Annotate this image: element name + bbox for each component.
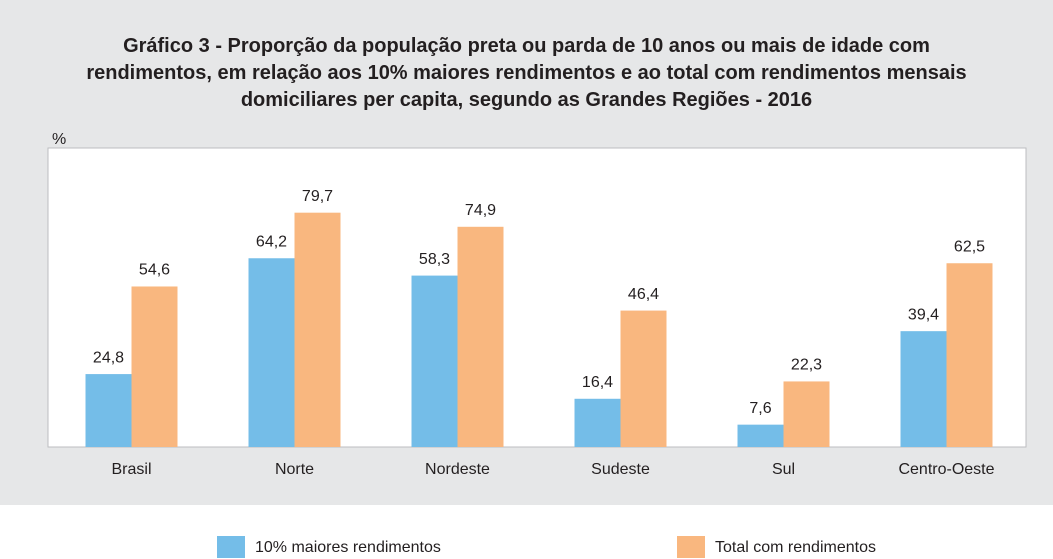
bar bbox=[620, 310, 667, 447]
chart-title: Gráfico 3 - Proporção da população preta… bbox=[86, 35, 967, 111]
value-label: 74,9 bbox=[465, 202, 496, 219]
value-label: 7,6 bbox=[749, 400, 771, 417]
x-tick-label: Sudeste bbox=[591, 461, 650, 478]
bar bbox=[85, 374, 132, 447]
legend-label: Total com rendimentos bbox=[715, 539, 876, 556]
value-label: 39,4 bbox=[908, 306, 939, 323]
value-label: 54,6 bbox=[139, 262, 170, 279]
bar bbox=[294, 212, 341, 447]
x-tick-label: Nordeste bbox=[425, 461, 490, 478]
bar bbox=[457, 226, 504, 447]
bar bbox=[574, 398, 621, 447]
value-label: 58,3 bbox=[419, 251, 450, 268]
value-label: 16,4 bbox=[582, 374, 613, 391]
value-label: 62,5 bbox=[954, 238, 985, 255]
bar bbox=[737, 424, 784, 447]
x-tick-label: Sul bbox=[772, 461, 795, 478]
bar bbox=[131, 286, 178, 447]
value-label: 24,8 bbox=[93, 349, 124, 366]
y-axis-label: % bbox=[52, 131, 66, 148]
bar bbox=[248, 258, 295, 447]
bar bbox=[946, 263, 993, 447]
bar bbox=[900, 331, 947, 447]
bar bbox=[783, 381, 830, 447]
value-label: 22,3 bbox=[791, 357, 822, 374]
x-tick-label: Brasil bbox=[111, 461, 151, 478]
value-label: 64,2 bbox=[256, 233, 287, 250]
bar bbox=[411, 275, 458, 447]
value-label: 79,7 bbox=[302, 188, 333, 205]
legend-swatch bbox=[217, 536, 245, 558]
plot-area bbox=[47, 147, 1027, 448]
x-tick-label: Centro-Oeste bbox=[898, 461, 994, 478]
value-label: 46,4 bbox=[628, 286, 659, 303]
legend-label: 10% maiores rendimentos bbox=[255, 539, 441, 556]
legend-swatch bbox=[677, 536, 705, 558]
x-tick-label: Norte bbox=[275, 461, 314, 478]
